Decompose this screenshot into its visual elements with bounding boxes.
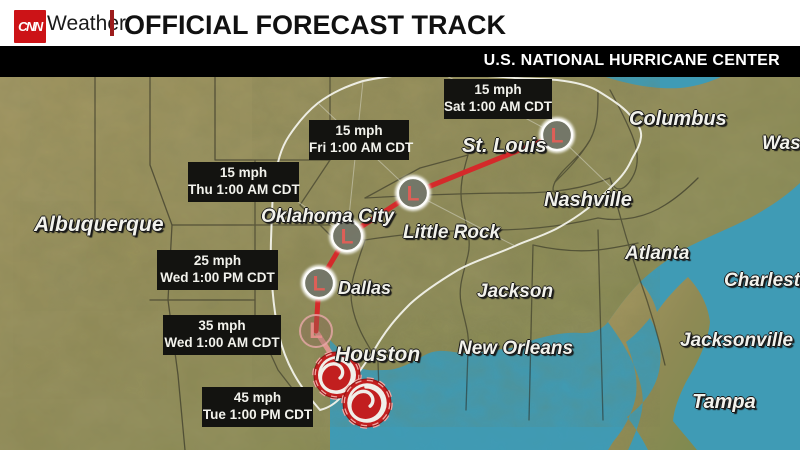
svg-text:L: L [309,318,322,343]
